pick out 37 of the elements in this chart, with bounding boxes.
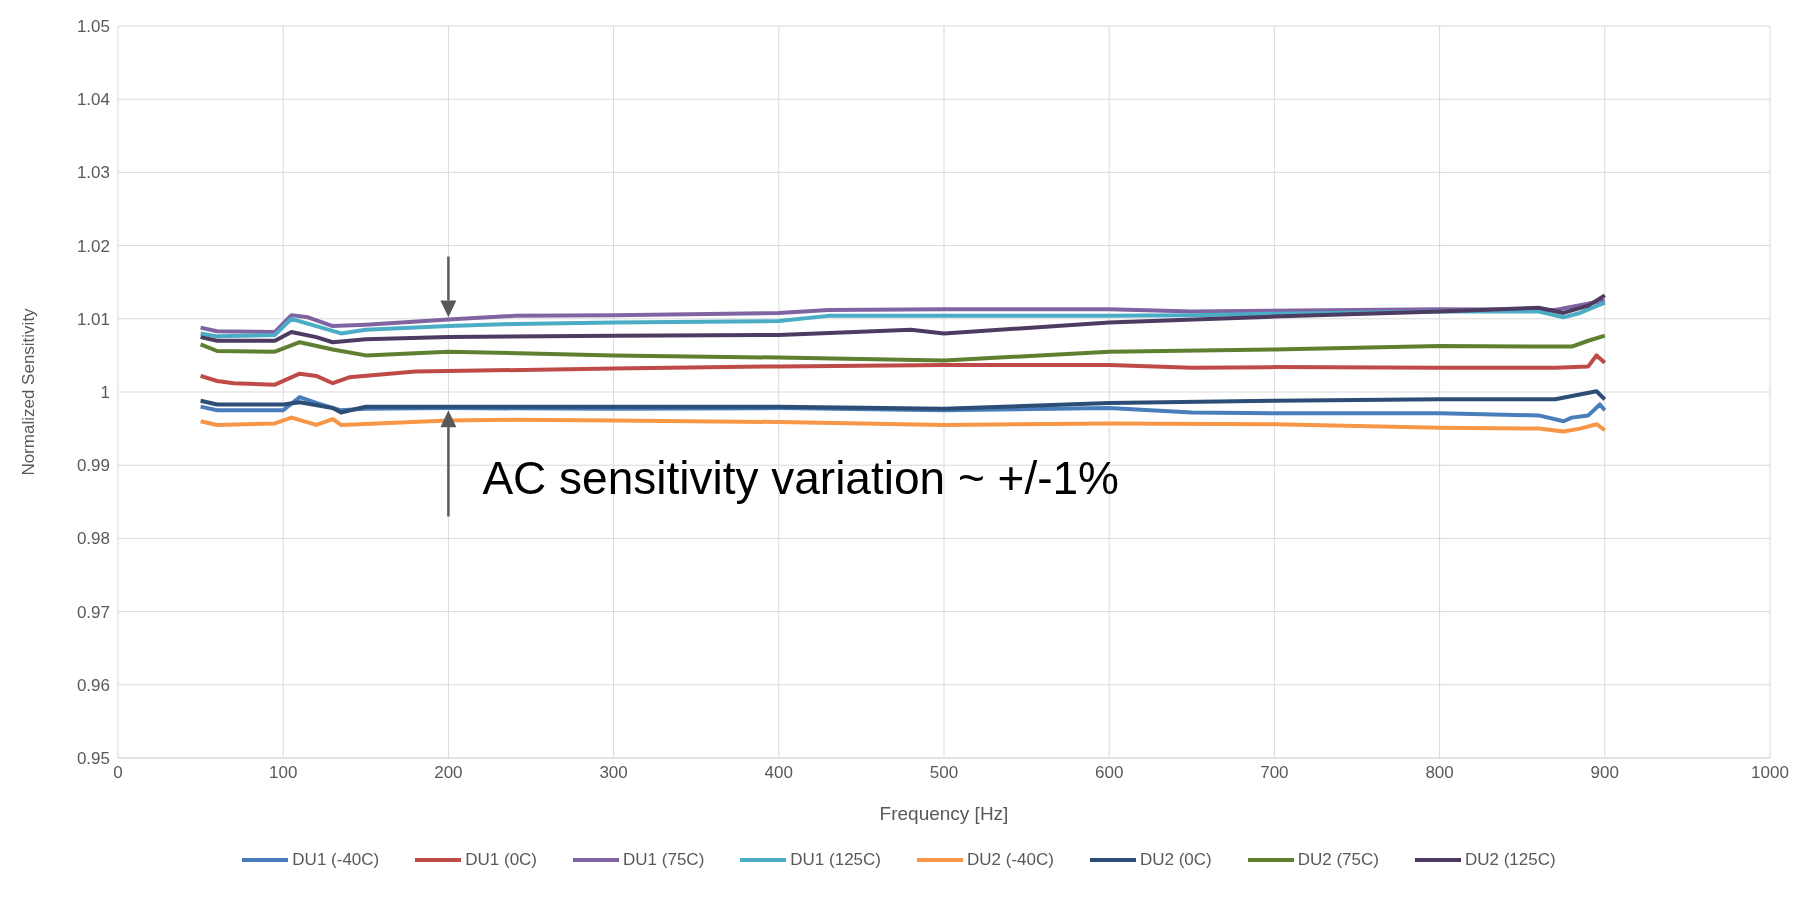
y-tick-label: 1.01: [76, 309, 110, 329]
x-tick-label: 100: [269, 763, 298, 783]
x-axis-title: Frequency [Hz]: [879, 803, 1009, 824]
legend-label: DU1 (125C): [789, 850, 881, 870]
x-tick-label: 500: [929, 763, 959, 783]
y-tick-label: 1.03: [76, 163, 110, 183]
annotation: AC sensitivity variation ~ +/-1%: [482, 451, 1119, 504]
x-tick-label: 0: [113, 763, 123, 783]
line-series: [198, 353, 1607, 387]
legend-label: DU1 (0C): [464, 850, 538, 870]
y-tick-label: 1.05: [76, 17, 110, 37]
y-tick-label: 0.97: [76, 602, 110, 622]
x-tick-label: 800: [1425, 763, 1454, 783]
x-tick-label: 600: [1095, 763, 1124, 783]
y-tick-label: 0.96: [76, 675, 110, 695]
y-tick-label: 1: [100, 383, 110, 403]
y-tick-label: 0.98: [76, 529, 110, 549]
y-tick-label: 1.02: [76, 236, 110, 256]
y-tick-label: 1.04: [76, 90, 110, 110]
line-series: [198, 389, 1607, 415]
x-tick-label: 400: [764, 763, 793, 783]
legend-label: DU1 (-40C): [291, 850, 380, 870]
x-tick-label: 200: [434, 763, 463, 783]
x-tick-label: 1000: [1751, 763, 1789, 783]
legend-label: DU2 (0C): [1138, 850, 1212, 870]
x-tick-label: 900: [1590, 763, 1619, 783]
x-tick-label: 700: [1260, 763, 1289, 783]
legend-label: DU2 (-40C): [966, 850, 1054, 870]
line-series: [198, 293, 1607, 345]
y-axis-title: Normalized Sensitivity: [19, 307, 39, 476]
x-tick-label: 300: [599, 763, 628, 783]
y-tick-label: 0.99: [76, 456, 110, 476]
y-tick-label: 0.95: [76, 749, 110, 769]
legend-label: DU1 (75C): [622, 850, 705, 870]
legend-label: DU2 (125C): [1463, 850, 1556, 870]
line-series: [198, 333, 1607, 363]
legend-label: DU2 (75C): [1296, 850, 1379, 870]
